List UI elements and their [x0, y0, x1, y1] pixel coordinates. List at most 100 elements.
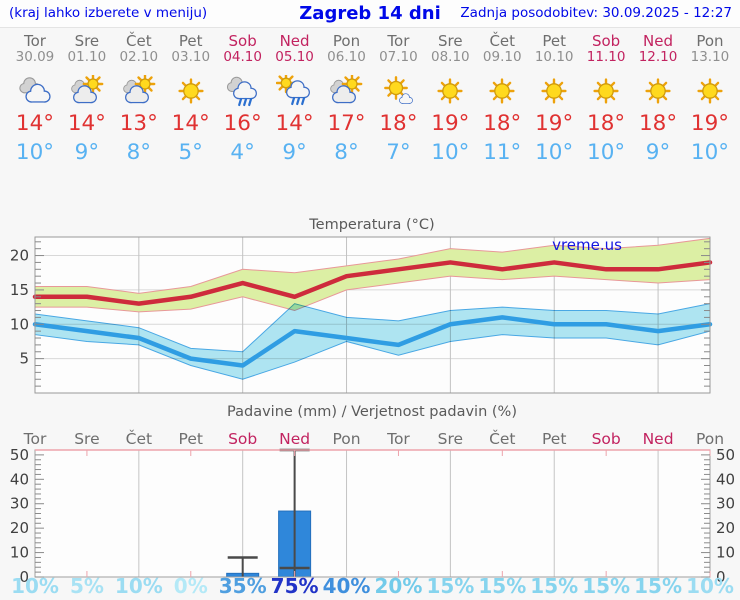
precip-day-label: Tor: [386, 430, 410, 448]
sunny-icon: [437, 78, 463, 104]
max-temp: 18°: [587, 111, 626, 136]
precip-probability: 15%: [530, 574, 578, 598]
sun-rain-icon: [275, 75, 310, 106]
day-name: Pon: [332, 32, 361, 50]
precip-probability: 10%: [686, 574, 734, 598]
min-temp: 8°: [126, 140, 152, 165]
max-temp: 18°: [638, 111, 678, 136]
max-temp: 18°: [379, 111, 418, 136]
day-date: 03.10: [171, 49, 211, 66]
weather-icon-cell: [684, 73, 736, 109]
axis-label: 0: [716, 568, 726, 586]
max-temp: 19°: [690, 111, 729, 136]
rain-shape: [237, 97, 252, 107]
min-temps-row: 10° 9° 8° 5° 4° 9° 8° 7° 10° 11° 10° 10° 9° 10°: [9, 140, 736, 165]
max-temp: 16°: [223, 111, 262, 136]
weather-icon-cell: [61, 73, 113, 109]
precip-day-label: Sre: [74, 430, 99, 448]
precip-day-label: Čet: [126, 429, 152, 448]
sun-shape: [489, 78, 515, 104]
page-title: Zagreb 14 dni: [299, 3, 441, 24]
precipitation-chart: Padavine (mm) / Verjetnost padavin (%) To…: [10, 404, 735, 598]
max-temp: 14°: [171, 111, 210, 136]
axis-label: 0: [19, 568, 29, 586]
min-temp-line: [32, 315, 713, 368]
precip-day-label: Čet: [489, 429, 515, 448]
max-temp: 19°: [431, 111, 470, 136]
min-temp: 9°: [74, 140, 100, 165]
day-column: Pon 06.10: [321, 32, 373, 66]
day-name: Pon: [696, 32, 724, 50]
min-temp: 11°: [483, 140, 522, 165]
precip-probability: 5%: [70, 574, 104, 598]
sunny-icon: [697, 78, 723, 104]
day-column: Ned 12.10: [632, 32, 684, 66]
precip-probability: 15%: [634, 574, 682, 598]
day-name: Ned: [279, 32, 310, 50]
weather-icon-cell: [528, 73, 580, 109]
max-temp: 17°: [327, 111, 366, 136]
axis-label: 10: [10, 315, 29, 333]
precip-day-label: Pon: [332, 430, 360, 448]
day-date: 12.10: [638, 49, 678, 66]
weather-icon-cell: [269, 73, 321, 109]
forecast-days-row: Tor 30.09 Sre 01.10 Čet 02.10 Pet 03.10 Sob 04.10…: [9, 32, 736, 66]
precip-day-label: Sre: [438, 430, 463, 448]
watermark-link[interactable]: vreme.us: [552, 236, 622, 254]
sun-shape: [645, 78, 671, 104]
sun-shape: [541, 78, 567, 104]
sun-shape: [384, 76, 409, 100]
precip-day-label: Pet: [542, 430, 566, 448]
max-temp: 18°: [483, 111, 522, 136]
day-date: 07.10: [379, 49, 418, 66]
day-column: Ned 05.10: [269, 32, 321, 65]
day-name: Sre: [438, 32, 463, 50]
day-date: 11.10: [586, 49, 626, 66]
day-column: Tor 07.10: [372, 32, 424, 66]
day-column: Sob 04.10: [217, 32, 269, 65]
day-date: 09.10: [482, 49, 522, 66]
cloud-shape: [399, 93, 414, 104]
day-column: Pet 03.10: [165, 32, 217, 66]
sunny-icon: [645, 78, 671, 104]
page-header: (kraj lahko izberete v meniju) Zagreb 14…: [0, 0, 740, 28]
precip-probability: 15%: [426, 574, 474, 598]
cloud-shape: [124, 85, 149, 104]
weather-icon-cell: [580, 73, 632, 109]
day-column: Sob 11.10: [580, 32, 632, 66]
weather-icon-cell: [372, 73, 424, 109]
axis-label: 50: [716, 446, 735, 464]
min-temp: 4°: [230, 140, 255, 165]
min-temp: 9°: [645, 140, 671, 165]
day-date: 06.10: [327, 49, 366, 66]
max-temp: 14°: [67, 111, 106, 136]
day-date: 02.10: [119, 49, 159, 66]
max-temp-line: [32, 260, 713, 306]
rain-icon: [226, 76, 257, 107]
axis-label: 50: [10, 446, 29, 464]
temp-chart-title: Temperatura (°C): [308, 217, 434, 233]
day-column: Tor 30.09: [9, 32, 61, 66]
day-name: Tor: [23, 32, 46, 50]
plot-border: [34, 236, 711, 394]
max-temp: 14°: [275, 111, 314, 136]
axis-label: 40: [716, 470, 735, 488]
axis-label: 30: [10, 495, 29, 513]
min-temp: 7°: [386, 140, 411, 165]
cloud-shape: [232, 81, 257, 100]
day-date: 30.09: [15, 49, 55, 66]
axis-label: 30: [716, 495, 735, 513]
precip-probability: 15%: [582, 574, 630, 598]
precip-probability: 10%: [115, 574, 163, 598]
day-date: 08.10: [431, 49, 470, 66]
day-name: Čet: [489, 32, 516, 50]
min-temp: 5°: [178, 140, 203, 165]
precip-probability: 35%: [219, 574, 267, 598]
day-name: Sre: [74, 32, 100, 50]
sun-shape: [593, 78, 619, 104]
precip-day-label: Pon: [696, 430, 724, 448]
weather-icon-cell: [476, 73, 528, 109]
sunny-icon: [541, 78, 567, 104]
precip-day-label: Sob: [228, 430, 257, 448]
